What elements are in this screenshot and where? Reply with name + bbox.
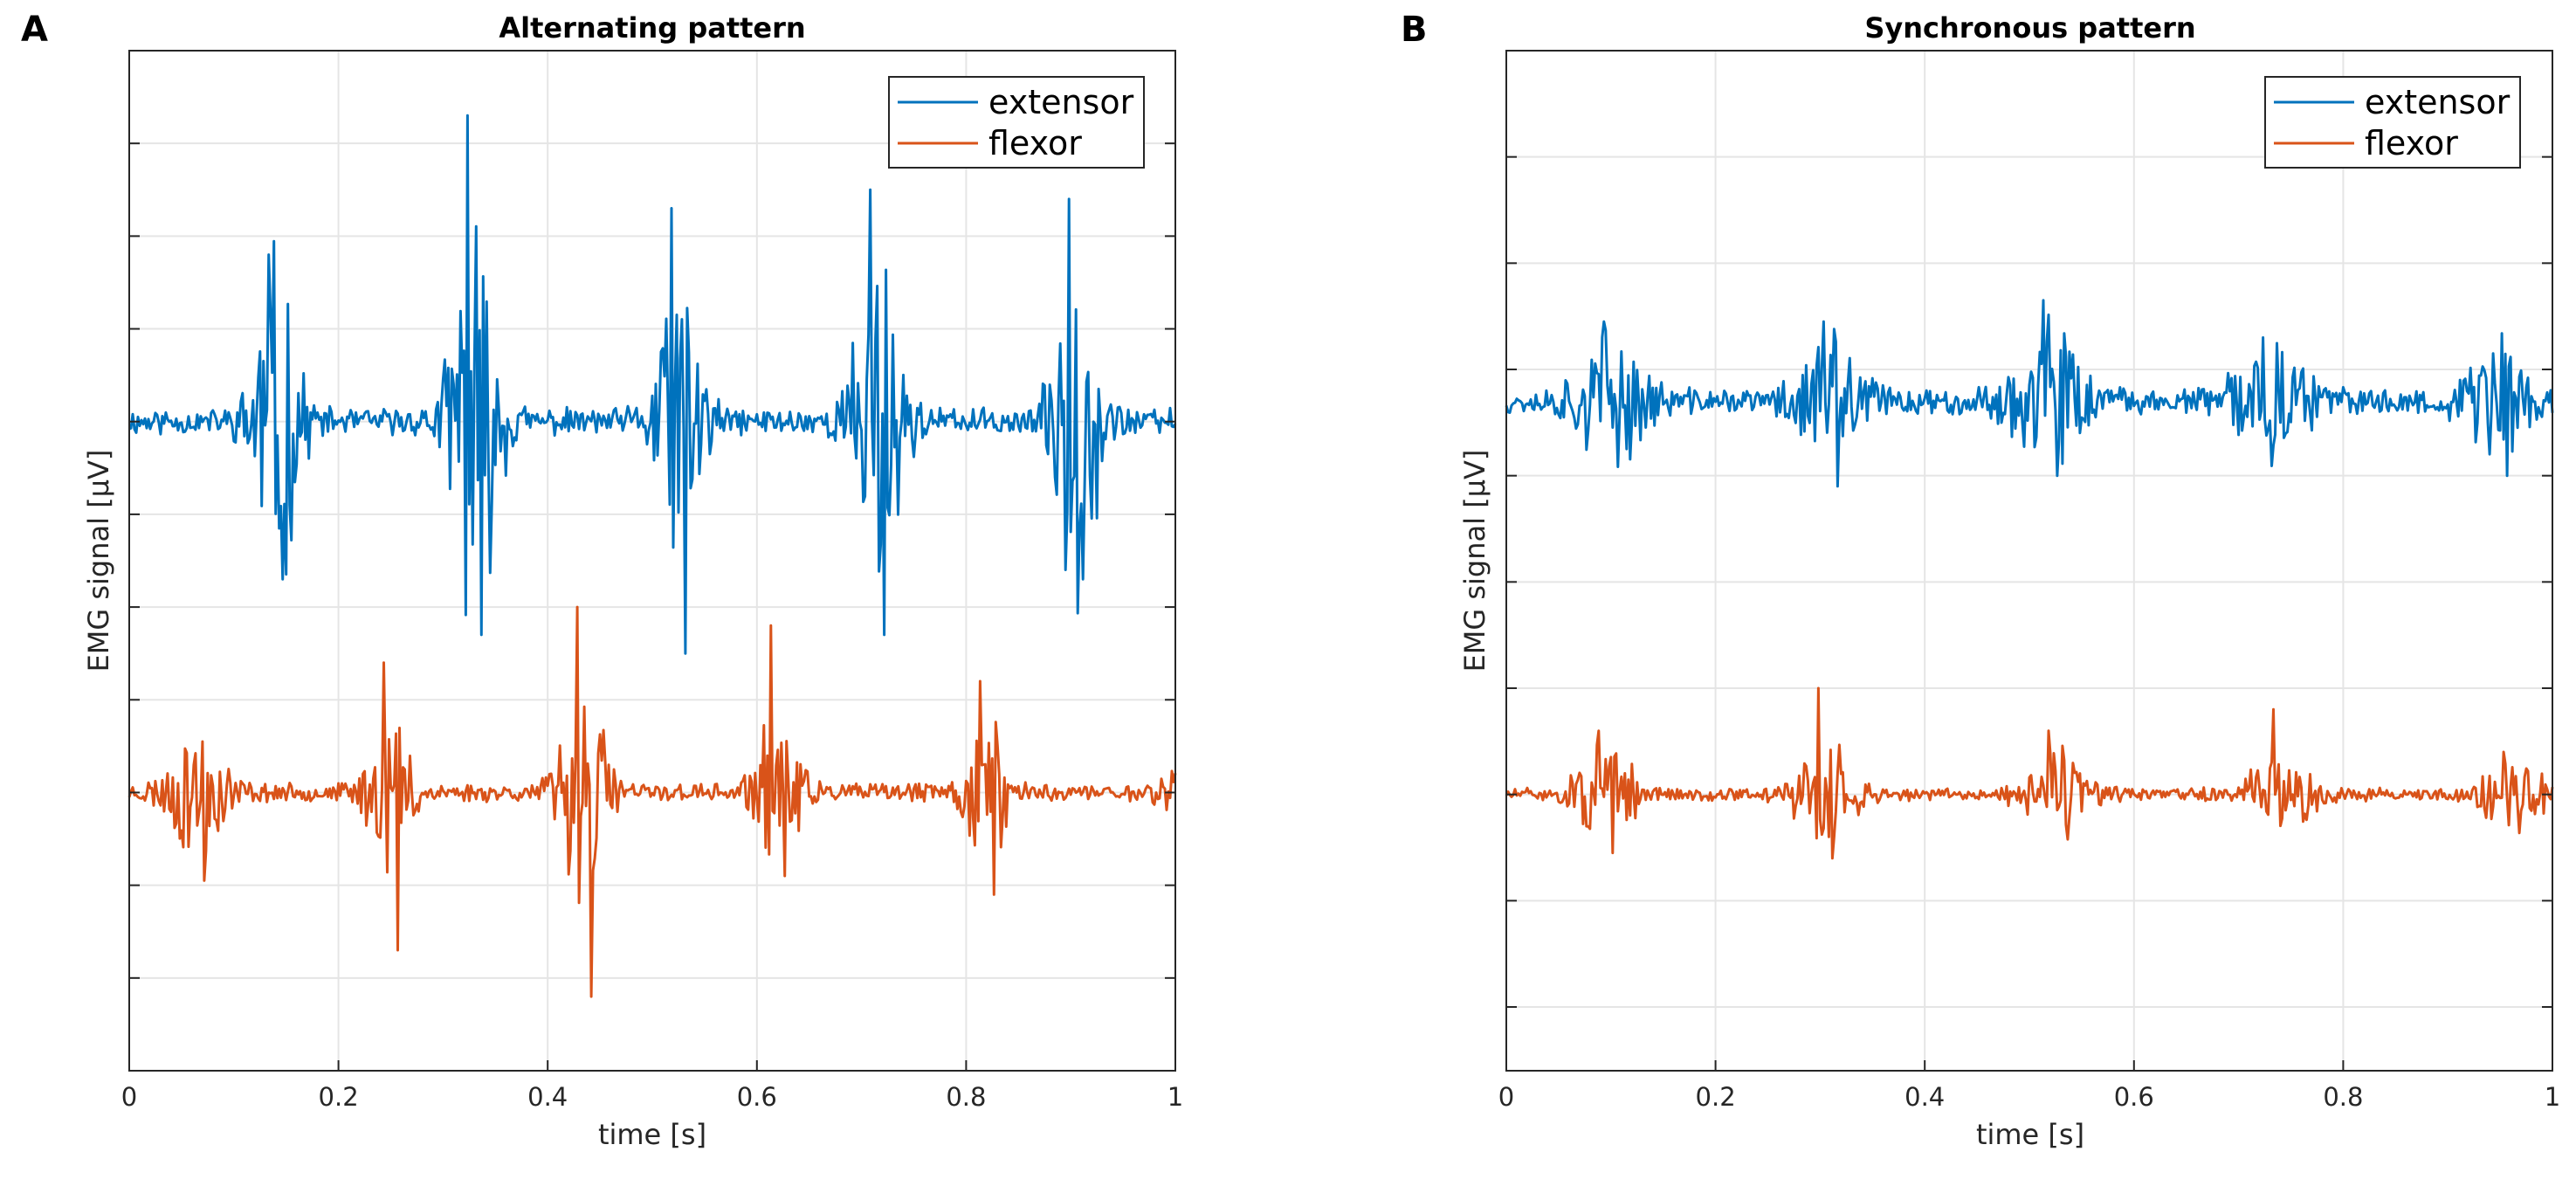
- legend: extensor flexor: [888, 76, 1145, 169]
- axes-box: [1505, 50, 2553, 1072]
- legend-label-extensor: extensor: [988, 83, 1134, 121]
- legend-box: [888, 76, 1145, 169]
- panel-letter: A: [21, 10, 48, 50]
- legend-label-flexor: flexor: [988, 124, 1082, 162]
- series-line-extensor: [128, 114, 1177, 655]
- x-tick-label: 1: [1167, 1082, 1183, 1112]
- y-axis-label: EMG signal [μV]: [82, 450, 115, 672]
- chart-title: Alternating pattern: [499, 11, 805, 45]
- series-line-flexor: [1505, 686, 2554, 860]
- x-tick-label: 0: [1498, 1082, 1514, 1112]
- axes-box: [128, 50, 1176, 1072]
- x-tick-label: 0.8: [2323, 1082, 2363, 1112]
- panel-b: B Synchronous pattern 0 0.2 0.4 0.6 0.8 1 tim…: [1401, 10, 2560, 1151]
- panel-letter: B: [1401, 10, 1428, 50]
- x-tick-label: 0.4: [527, 1082, 568, 1112]
- series-layer: [1505, 299, 2554, 860]
- series-layer: [127, 114, 1177, 998]
- y-axis-label: EMG signal [μV]: [1458, 450, 1491, 672]
- panel-a: A Alternating pattern 0 0.2 0.4 0.6 0.8 1 tim…: [21, 10, 1183, 1151]
- legend-box: [2264, 76, 2521, 169]
- x-ticks: 0 0.2 0.4 0.6 0.8 1: [1498, 1060, 2560, 1112]
- x-tick-label: 0.6: [2114, 1082, 2154, 1112]
- legend-label-flexor: flexor: [2365, 124, 2458, 162]
- chart-title: Synchronous pattern: [1864, 11, 2195, 45]
- x-tick-label: 0.4: [1904, 1082, 1945, 1112]
- y-ticks: [1506, 155, 2552, 1008]
- legend-label-extensor: extensor: [2365, 83, 2511, 121]
- x-tick-label: 0.8: [946, 1082, 986, 1112]
- legend: extensor flexor: [2264, 76, 2521, 169]
- x-tick-label: 0: [121, 1082, 137, 1112]
- x-tick-label: 0.2: [1696, 1082, 1736, 1112]
- series-line-flexor: [127, 605, 1177, 998]
- x-axis-label: time [s]: [598, 1118, 706, 1151]
- x-tick-label: 0.6: [737, 1082, 777, 1112]
- x-ticks: 0 0.2 0.4 0.6 0.8 1: [121, 1060, 1183, 1112]
- x-tick-label: 1: [2545, 1082, 2560, 1112]
- grid: [1505, 51, 2553, 1071]
- y-ticks: [129, 142, 1175, 979]
- series-line-extensor: [1505, 299, 2554, 488]
- x-tick-label: 0.2: [319, 1082, 359, 1112]
- x-axis-label: time [s]: [1976, 1118, 2084, 1151]
